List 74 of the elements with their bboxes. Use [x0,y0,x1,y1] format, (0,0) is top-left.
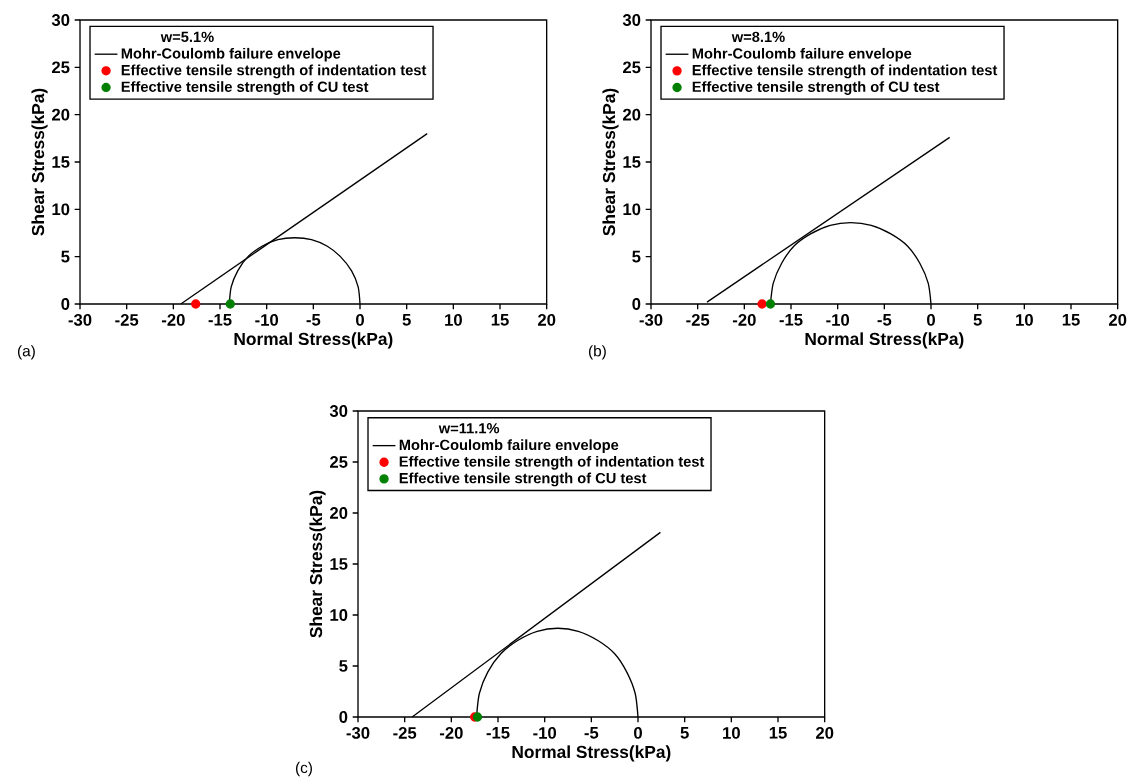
x-tick-label: 0 [356,314,364,326]
legend-title: w=11.1% [438,423,500,434]
x-tick-label: 5 [680,727,689,739]
x-tick-label: -5 [877,314,892,326]
text: (c) [295,761,312,777]
x-tick-label: -25 [115,314,139,326]
legend-label: Effective tensile strength of indentation test [692,64,998,79]
y-tick-label: 10 [330,609,348,621]
y-tick-label: 15 [330,558,348,570]
legend-label: Effective tensile strength of CU test [399,472,647,487]
x-tick-label: 15 [1062,314,1080,326]
x-tick-label: -25 [393,727,417,739]
y-tick-label: 20 [330,507,348,519]
legend-label: Effective tensile strength of indentation test [121,64,427,79]
legend-label: Mohr-Coulomb failure envelope [121,47,341,62]
x-tick-label: -10 [533,727,557,739]
y-tick-label: 10 [623,203,641,216]
x-tick-label: 20 [1108,314,1127,326]
x-tick-label: -10 [255,314,279,326]
legend-title: w=5.1% [160,31,214,43]
y-tick-label: 5 [339,660,348,672]
x-tick-label: 20 [815,727,834,739]
y-tick-label: 30 [329,405,348,417]
y-tick-label: 15 [623,156,641,168]
y-axis-title: Shear Stress(kPa) [31,88,48,236]
y-axis-title: Shear Stress(kPa) [602,88,619,236]
y-tick-label: 0 [632,298,641,310]
x-tick-label: 10 [1016,314,1033,326]
x-tick-label: 0 [927,314,935,326]
x-tick-label: -15 [486,727,510,739]
x-tick-label: -15 [208,314,232,326]
x-tick-label: -20 [439,727,463,739]
x-tick-label: 5 [973,314,982,326]
x-tick-label: -25 [686,314,710,326]
legend-label: Mohr-Coulomb failure envelope [399,439,619,453]
x-tick-label: 10 [723,727,740,739]
y-axis-title: Shear Stress(kPa) [309,490,326,638]
x-tick-label: 10 [445,314,462,326]
y-tick-label: 5 [61,250,70,263]
text: (a) [17,345,35,360]
y-tick-label: 0 [339,711,348,723]
y-tick-label: 30 [51,14,70,26]
y-tick-label: 25 [330,456,348,468]
x-tick-label: 5 [402,314,411,326]
x-tick-label: -30 [346,727,370,739]
y-tick-label: 30 [622,14,641,26]
y-tick-label: 20 [52,108,70,121]
x-tick-label: 15 [769,727,787,739]
x-tick-label: -30 [639,314,663,326]
x-tick-label: 20 [537,314,556,326]
x-axis-title: Normal Stress(kPa) [805,332,964,349]
x-tick-label: -15 [779,314,803,326]
y-tick-label: 15 [52,156,70,168]
x-tick-label: -5 [584,727,599,739]
legend-label: Effective tensile strength of indentation test [399,455,705,470]
y-tick-label: 5 [632,250,641,263]
legend-title: w=8.1% [731,31,785,43]
x-tick-label: -5 [306,314,321,326]
legend-label: Effective tensile strength of CU test [121,81,369,95]
x-axis-title: Normal Stress(kPa) [234,332,393,349]
x-axis-title: Normal Stress(kPa) [512,745,671,762]
y-tick-label: 0 [61,298,70,310]
y-tick-label: 20 [623,108,641,121]
x-tick-label: -20 [161,314,185,326]
text: (b) [588,345,606,360]
legend-label: Effective tensile strength of CU test [692,81,940,95]
x-tick-label: -30 [68,314,92,326]
legend-label: Mohr-Coulomb failure envelope [692,47,912,62]
y-tick-label: 25 [52,61,70,74]
y-tick-label: 10 [52,203,70,216]
x-tick-label: -20 [732,314,756,326]
y-tick-label: 25 [623,61,641,74]
x-tick-label: -10 [826,314,850,326]
x-tick-label: 15 [491,314,509,326]
